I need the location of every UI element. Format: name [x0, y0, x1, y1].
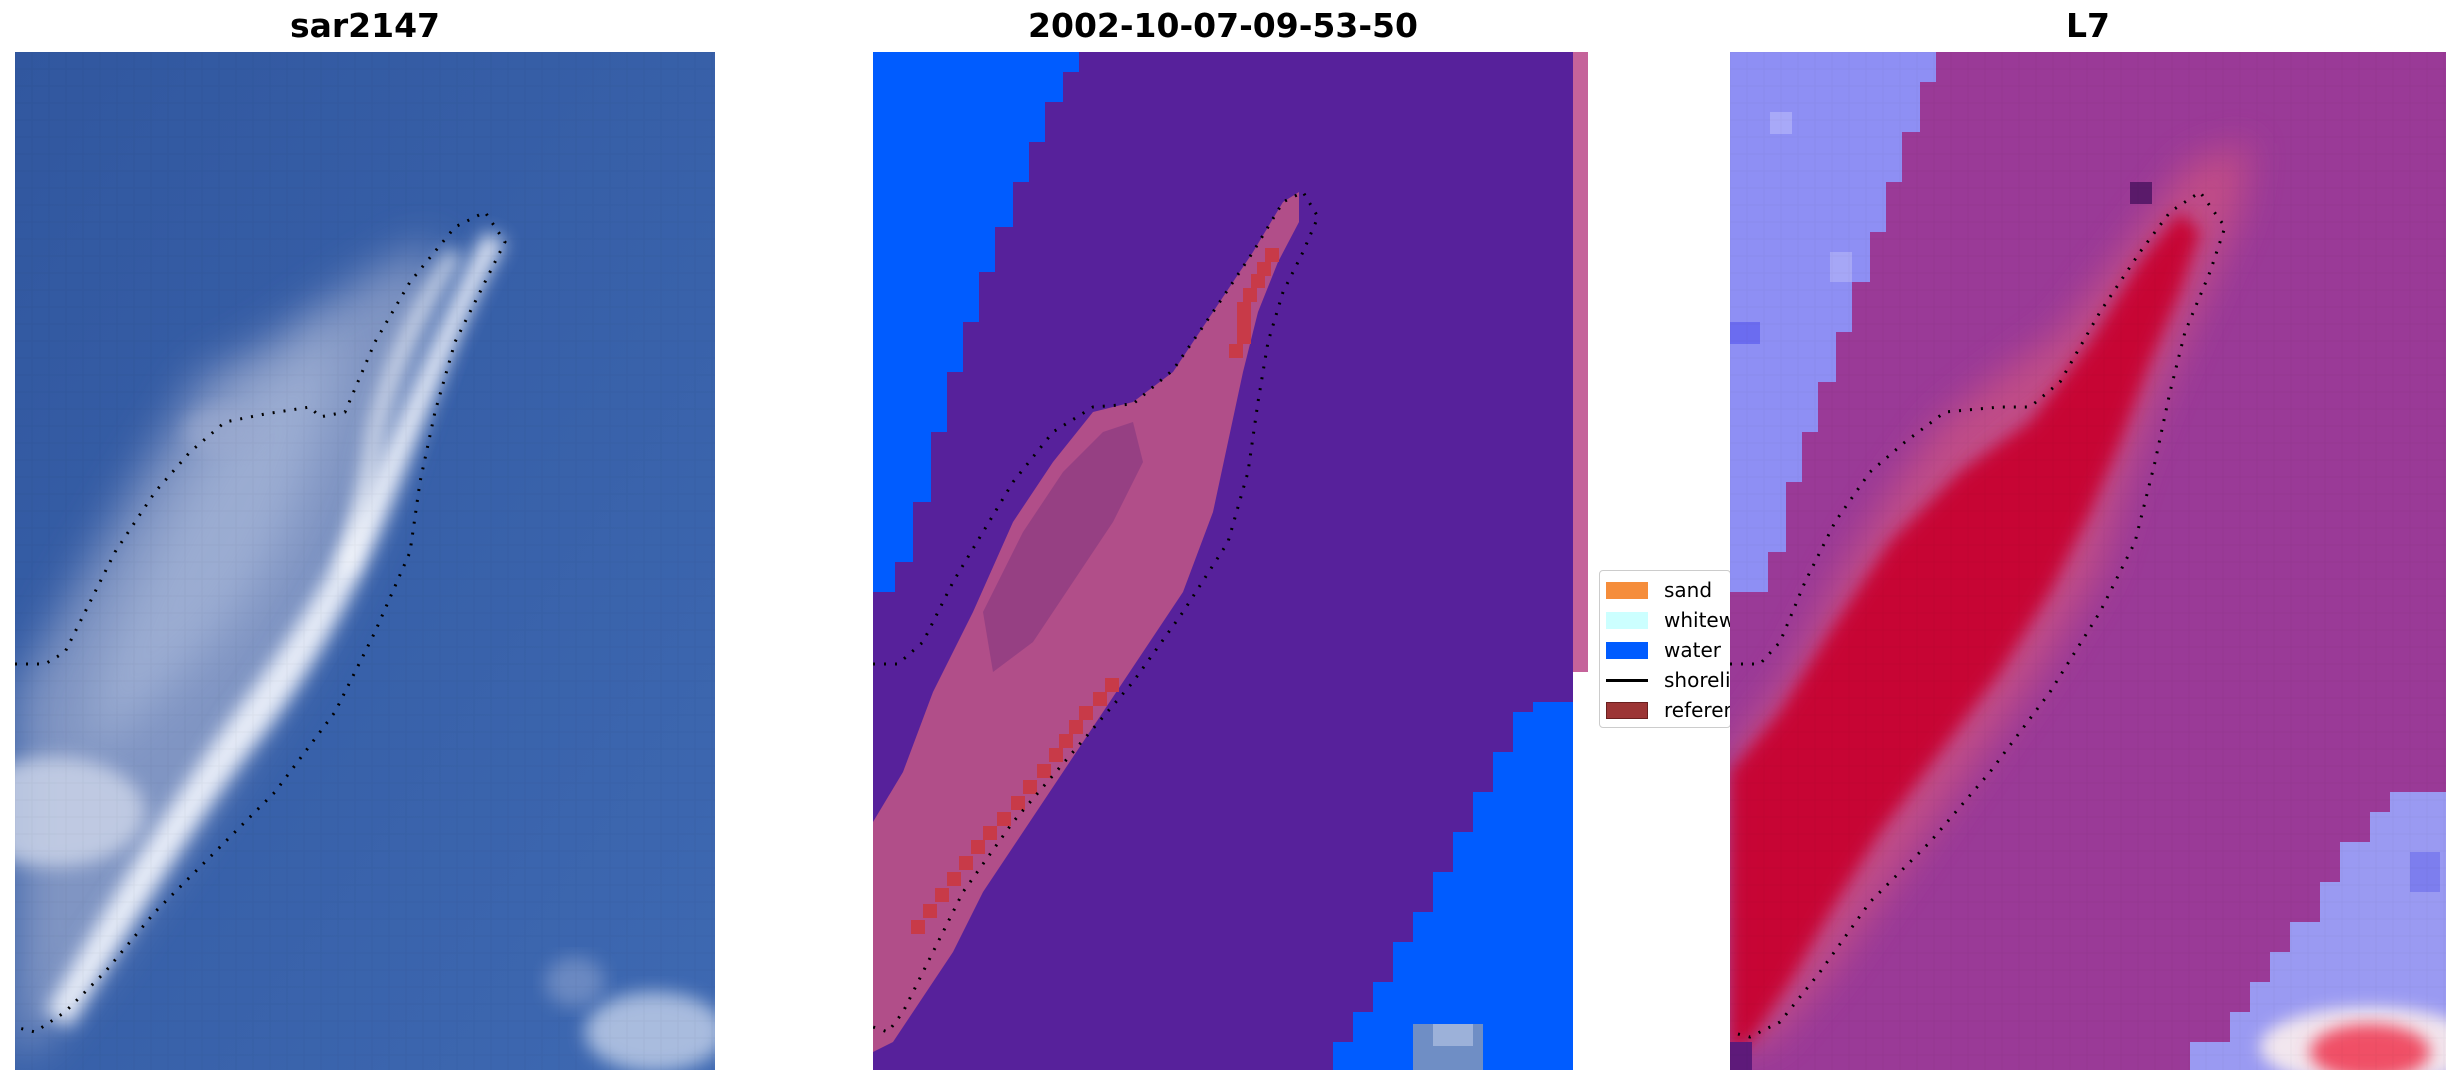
reference-shoreline-pixels	[911, 248, 1279, 934]
panel-title-index: L7	[2066, 6, 2110, 45]
legend-item-water: water	[1606, 635, 1721, 665]
water-swatch	[1606, 641, 1648, 659]
whitewater-swatch	[1606, 611, 1648, 629]
sand-swatch	[1606, 581, 1648, 599]
rgb-image	[15, 52, 715, 1070]
index-image	[1730, 52, 2446, 1070]
rgb-image-panel	[15, 52, 715, 1070]
shoreline-line-swatch	[1606, 678, 1648, 682]
shoreline-contour	[873, 190, 1320, 1034]
legend-item-reference-shoreline: reference shoreline	[1606, 695, 1730, 725]
legend-item-shoreline: shoreline	[1606, 665, 1731, 695]
legend-label: shoreline	[1664, 668, 1731, 692]
shoreline-contour	[1730, 189, 2227, 1039]
legend-item-sand: sand	[1606, 575, 1712, 605]
legend-label: sand	[1664, 578, 1713, 602]
panel-title-classified: 2002-10-07-09-53-50	[1028, 6, 1418, 45]
panel-title-rgb: sar2147	[289, 6, 441, 45]
legend-label: water	[1664, 638, 1721, 662]
classified-image	[873, 52, 1588, 1070]
reference-shoreline-swatch	[1606, 701, 1648, 719]
index-image-panel	[1730, 52, 2446, 1070]
legend-label: reference shoreline	[1664, 698, 1730, 722]
classified-image-panel	[873, 52, 1588, 1070]
